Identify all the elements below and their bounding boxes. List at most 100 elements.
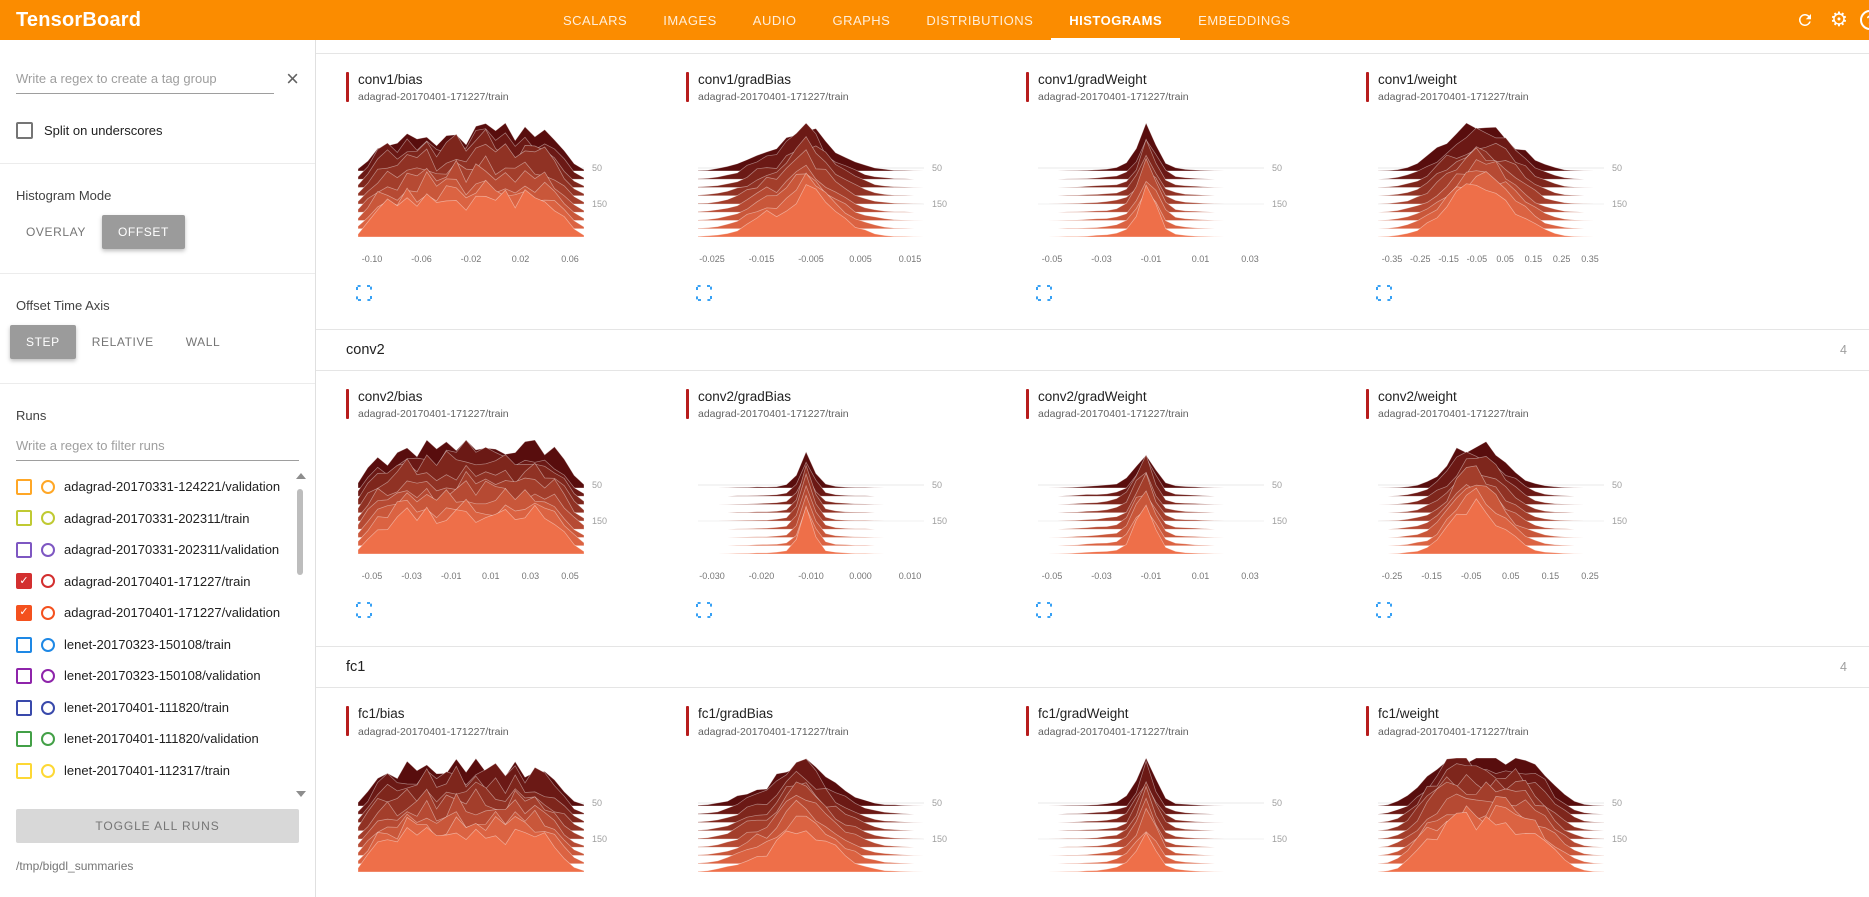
- svg-text:-0.025: -0.025: [699, 254, 725, 264]
- scrollbar-thumb[interactable]: [297, 489, 303, 575]
- expand-icon[interactable]: [1376, 285, 1392, 302]
- run-color-circle[interactable]: [41, 669, 55, 684]
- app-title: TensorBoard: [16, 8, 142, 31]
- section-header-conv2[interactable]: conv2 4: [316, 329, 1869, 372]
- svg-text:50: 50: [1272, 480, 1282, 490]
- run-color-circle[interactable]: [41, 732, 55, 747]
- offset-axis-wall[interactable]: WALL: [185, 335, 221, 349]
- run-checkbox[interactable]: [16, 731, 32, 748]
- expand-icon[interactable]: [356, 285, 372, 302]
- run-label: adagrad-20170331-202311/train: [64, 510, 250, 526]
- refresh-icon[interactable]: [1792, 7, 1818, 33]
- svg-text:50: 50: [592, 480, 602, 490]
- run-color-circle[interactable]: [41, 479, 55, 494]
- run-color-circle[interactable]: [41, 542, 55, 557]
- close-icon[interactable]: ×: [286, 66, 299, 91]
- histogram-chart: 50 150: [1378, 754, 1706, 897]
- run-checkbox[interactable]: [16, 478, 32, 495]
- run-item[interactable]: adagrad-20170331-124221/validation: [16, 471, 281, 503]
- tag-filter-input[interactable]: [16, 64, 275, 94]
- expand-icon[interactable]: [1376, 602, 1392, 619]
- expand-icon[interactable]: [696, 602, 712, 619]
- card-titles: fc1/weight adagrad-20170401-171227/train: [1378, 706, 1529, 737]
- histogram-mode-overlay[interactable]: OVERLAY: [26, 225, 86, 239]
- svg-text:-0.01: -0.01: [1141, 571, 1162, 581]
- run-label: lenet-20170323-150108/validation: [64, 668, 261, 684]
- run-color-bar: [1026, 72, 1029, 102]
- run-color-bar: [686, 72, 689, 102]
- run-color-circle[interactable]: [41, 605, 55, 620]
- card-titles: conv1/gradWeight adagrad-20170401-171227/…: [1038, 72, 1189, 103]
- run-filter-input[interactable]: [16, 431, 299, 461]
- run-checkbox[interactable]: [16, 636, 32, 653]
- expand-icon[interactable]: [356, 602, 372, 619]
- run-checkbox[interactable]: ✓: [16, 573, 32, 590]
- histogram-chart: 50 150 -0.25 -0.15 -0.05 0.05 0.15 0.25: [1378, 436, 1706, 594]
- svg-text:0.000: 0.000: [849, 571, 872, 581]
- toggle-all-runs-button[interactable]: TOGGLE ALL RUNS: [16, 809, 299, 843]
- tab-images[interactable]: IMAGES: [663, 12, 717, 28]
- run-checkbox[interactable]: ✓: [16, 604, 32, 621]
- expand-icon[interactable]: [1036, 602, 1052, 619]
- card-titles: conv2/bias adagrad-20170401-171227/train: [358, 389, 509, 420]
- svg-text:-0.01: -0.01: [441, 571, 462, 581]
- run-color-circle[interactable]: [41, 763, 55, 778]
- split-underscores-checkbox[interactable]: [16, 122, 33, 139]
- card-run-subtitle: adagrad-20170401-171227/train: [1038, 725, 1189, 738]
- histogram-chart: 50 150 -0.05 -0.03 -0.01 0.01 0.03: [1038, 119, 1366, 277]
- expand-icon[interactable]: [1036, 285, 1052, 302]
- run-item[interactable]: lenet-20170323-150108/train: [16, 629, 281, 661]
- card-titles: fc1/gradBias adagrad-20170401-171227/trai…: [698, 706, 849, 737]
- scroll-down-icon[interactable]: [296, 791, 306, 797]
- section-header-fc1[interactable]: fc1 4: [316, 646, 1869, 689]
- run-color-circle[interactable]: [41, 637, 55, 652]
- run-item[interactable]: lenet-20170401-111820/train: [16, 692, 281, 724]
- run-item[interactable]: ✓ adagrad-20170401-171227/train: [16, 566, 281, 598]
- svg-text:-0.05: -0.05: [1042, 254, 1063, 264]
- tab-distributions[interactable]: DISTRIBUTIONS: [926, 12, 1034, 28]
- run-checkbox[interactable]: [16, 762, 32, 779]
- section-title: conv2: [346, 342, 385, 359]
- tab-scalars[interactable]: SCALARS: [563, 12, 628, 28]
- offset-axis-step[interactable]: STEP: [10, 325, 76, 359]
- svg-text:-0.06: -0.06: [411, 254, 432, 264]
- run-color-circle[interactable]: [41, 511, 55, 526]
- run-checkbox[interactable]: [16, 668, 32, 685]
- tab-graphs[interactable]: GRAPHS: [832, 12, 891, 28]
- run-checkbox[interactable]: [16, 699, 32, 716]
- scroll-up-icon[interactable]: [296, 473, 306, 479]
- run-color-bar: [1366, 72, 1369, 102]
- run-item[interactable]: lenet-20170401-112317/train: [16, 755, 281, 787]
- histogram-card: fc1/gradBias adagrad-20170401-171227/trai…: [686, 706, 1026, 897]
- settings-gear-icon[interactable]: ⚙: [1830, 9, 1848, 31]
- svg-text:-0.05: -0.05: [1467, 254, 1488, 264]
- svg-text:50: 50: [1272, 798, 1282, 808]
- card-titles: conv1/gradBias adagrad-20170401-171227/tr…: [698, 72, 849, 103]
- run-color-circle[interactable]: [41, 574, 55, 589]
- card-row: conv1/bias adagrad-20170401-171227/train 5…: [316, 54, 1869, 329]
- help-icon[interactable]: ?: [1860, 10, 1869, 30]
- run-checkbox[interactable]: [16, 510, 32, 527]
- tab-audio[interactable]: AUDIO: [752, 12, 797, 28]
- run-checkbox[interactable]: [16, 541, 32, 558]
- svg-text:150: 150: [1612, 834, 1627, 844]
- run-list-scrollbar[interactable]: [294, 473, 306, 797]
- expand-icon[interactable]: [696, 285, 712, 302]
- card-header: fc1/gradWeight adagrad-20170401-171227/tr…: [1026, 706, 1366, 738]
- histogram-mode-offset[interactable]: OFFSET: [102, 215, 185, 249]
- svg-text:0.015: 0.015: [899, 254, 922, 264]
- tab-histograms[interactable]: HISTOGRAMS: [1051, 0, 1181, 40]
- run-item[interactable]: adagrad-20170331-202311/validation: [16, 534, 281, 566]
- histogram-chart: 50 150: [358, 754, 686, 897]
- svg-text:0.05: 0.05: [1496, 254, 1514, 264]
- run-item[interactable]: adagrad-20170331-202311/train: [16, 503, 281, 535]
- offset-axis-relative[interactable]: RELATIVE: [91, 335, 154, 349]
- run-color-circle[interactable]: [41, 700, 55, 715]
- run-item[interactable]: lenet-20170401-111820/validation: [16, 723, 281, 755]
- tab-embeddings[interactable]: EMBEDDINGS: [1198, 12, 1291, 28]
- run-item[interactable]: lenet-20170323-150108/validation: [16, 660, 281, 692]
- run-item[interactable]: ✓ adagrad-20170401-171227/validation: [16, 597, 281, 629]
- split-underscores-row[interactable]: Split on underscores: [16, 122, 299, 139]
- run-list: adagrad-20170331-124221/validation adagra…: [0, 471, 315, 801]
- card-title: conv2/gradBias: [698, 389, 792, 405]
